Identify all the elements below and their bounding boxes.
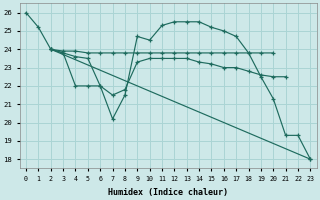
X-axis label: Humidex (Indice chaleur): Humidex (Indice chaleur) <box>108 188 228 197</box>
